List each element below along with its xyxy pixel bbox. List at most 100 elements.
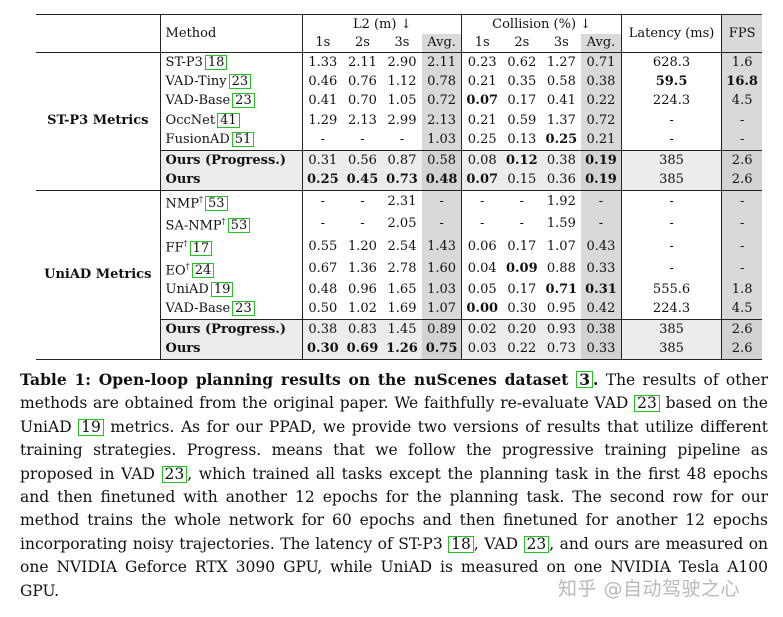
method-cell: VAD-Base 23 xyxy=(160,299,304,320)
caption-title-end: . xyxy=(593,370,599,389)
value-cell: - xyxy=(421,213,463,236)
header-l2-2s: 2s xyxy=(354,35,370,50)
value-cell: 0.33 xyxy=(581,339,622,360)
value-cell: 0.71 xyxy=(581,52,622,73)
value-cell: 4.5 xyxy=(721,299,762,320)
method-citation[interactable]: 41 xyxy=(217,112,240,128)
method-citation[interactable]: 51 xyxy=(231,132,255,148)
value-cell: 0.19 xyxy=(581,150,622,171)
value-cell: 0.62 xyxy=(507,54,537,70)
method-name: UniAD xyxy=(165,281,209,297)
method-citation[interactable]: 19 xyxy=(210,281,234,297)
value-cell: 1.07 xyxy=(546,238,576,254)
value-cell: 2.13 xyxy=(421,111,463,131)
value-cell: 1.60 xyxy=(421,257,463,281)
method-citation[interactable]: 53 xyxy=(204,196,228,212)
value-cell: 628.3 xyxy=(621,52,723,73)
value-cell: 0.42 xyxy=(581,299,622,320)
value-cell: - xyxy=(621,130,723,151)
value-cell: 0.67 xyxy=(308,260,338,276)
value-cell: - xyxy=(621,257,723,281)
citation-23[interactable]: 23 xyxy=(523,535,550,553)
header-empty xyxy=(36,14,161,34)
method-dagger: † xyxy=(221,217,226,227)
value-cell: 0.21 xyxy=(581,130,622,151)
method-citation[interactable]: 17 xyxy=(189,240,213,256)
method-name: EO xyxy=(165,263,186,279)
method-cell: EO† 24 xyxy=(160,257,304,281)
value-cell: 224.3 xyxy=(621,299,723,320)
value-cell: 0.89 xyxy=(421,319,463,340)
citation-23[interactable]: 23 xyxy=(634,395,660,413)
method-citation[interactable]: 23 xyxy=(232,93,255,109)
value-cell: - xyxy=(581,190,622,214)
value-cell: 2.6 xyxy=(721,319,762,340)
method-citation[interactable]: 23 xyxy=(228,74,252,90)
value-cell: 2.6 xyxy=(721,339,762,360)
method-cell: Ours (Progress.) xyxy=(160,319,304,340)
value-cell: 0.31 xyxy=(302,150,343,171)
value-cell: - xyxy=(621,190,723,214)
value-cell: 0.25 xyxy=(302,170,343,191)
value-cell: - xyxy=(721,190,762,214)
header-l2-avg: Avg. xyxy=(421,34,463,53)
table-row: Ours (Progress.) 0.31 0.56 0.87 0.58 0.08 0.12… xyxy=(36,150,762,171)
method-citation[interactable]: 53 xyxy=(227,218,251,234)
table-row: OccNet 41 1.29 2.13 2.99 2.13 0.21 0.59 1.37 0.72… xyxy=(36,111,762,131)
method-cell: Ours (Progress.) xyxy=(160,150,304,171)
method-cell: UniAD 19 xyxy=(160,280,304,300)
table-row: VAD-Base 23 0.50 1.02 1.69 1.07 0.00 0.30 0.95 0.… xyxy=(36,299,762,320)
value-cell: 0.02 xyxy=(461,319,503,340)
method-dagger: † xyxy=(198,194,203,204)
value-cell: - xyxy=(621,213,723,236)
table-row: Ours 0.25 0.45 0.73 0.48 0.07 0.15 0.36 0.19 385 2… xyxy=(36,170,762,191)
value-cell: 0.09 xyxy=(505,260,538,276)
value-cell: 1.27 xyxy=(546,54,576,70)
table-row: Ours (Progress.) 0.38 0.83 1.45 0.89 0.02 0.20… xyxy=(36,319,762,340)
value-cell: 224.3 xyxy=(621,91,723,112)
value-cell: 0.25 xyxy=(467,132,497,148)
value-cell: 0.69 xyxy=(342,339,383,360)
value-cell: 1.36 xyxy=(347,260,377,276)
value-cell: 0.20 xyxy=(502,319,542,340)
value-cell: - xyxy=(480,193,485,209)
citation-3[interactable]: 3 xyxy=(576,371,594,388)
value-cell: 0.59 xyxy=(507,112,537,128)
value-cell: - xyxy=(480,216,485,232)
value-cell: 1.05 xyxy=(387,93,417,109)
value-cell: 0.03 xyxy=(461,339,503,360)
header-fps: FPS xyxy=(721,14,762,53)
value-cell: 0.73 xyxy=(382,170,422,191)
value-cell: 1.02 xyxy=(347,301,377,317)
header-latency: Latency (ms) xyxy=(621,14,723,53)
value-cell: 0.58 xyxy=(546,74,576,90)
value-cell: 1.65 xyxy=(387,281,417,297)
value-cell: 16.8 xyxy=(721,72,762,92)
value-cell: - xyxy=(621,235,723,258)
method-name: Ours (Progress.) xyxy=(165,152,286,168)
header-col-avg: Avg. xyxy=(581,34,622,53)
value-cell: 59.5 xyxy=(621,72,723,92)
method-citation[interactable]: 24 xyxy=(191,263,215,279)
method-cell: FF† 17 xyxy=(160,235,304,258)
citation-23[interactable]: 23 xyxy=(161,465,188,483)
value-cell: 385 xyxy=(621,319,723,340)
citation-19[interactable]: 19 xyxy=(78,418,104,436)
value-cell: 0.76 xyxy=(347,74,377,90)
method-cell: FusionAD 51 xyxy=(160,130,304,151)
value-cell: - xyxy=(721,130,762,151)
method-name: FusionAD xyxy=(165,132,230,148)
method-dagger: † xyxy=(183,239,188,249)
table-row: FF† 17 0.55 1.20 2.54 1.43 0.06 0.17 1.07 0.43- - xyxy=(36,235,762,258)
citation-18[interactable]: 18 xyxy=(448,535,474,553)
value-cell: - xyxy=(360,132,365,148)
value-cell: 1.8 xyxy=(721,280,762,300)
table-row: FusionAD 51- - -1.03 0.25 0.13 0.25 0.21- - xyxy=(36,130,762,151)
value-cell: 0.30 xyxy=(302,339,343,360)
method-citation[interactable]: 18 xyxy=(204,54,228,70)
value-cell: 1.69 xyxy=(387,301,417,317)
value-cell: 0.71 xyxy=(545,281,578,297)
method-citation[interactable]: 23 xyxy=(232,301,255,317)
value-cell: 0.73 xyxy=(541,339,582,360)
value-cell: 1.03 xyxy=(421,130,463,151)
